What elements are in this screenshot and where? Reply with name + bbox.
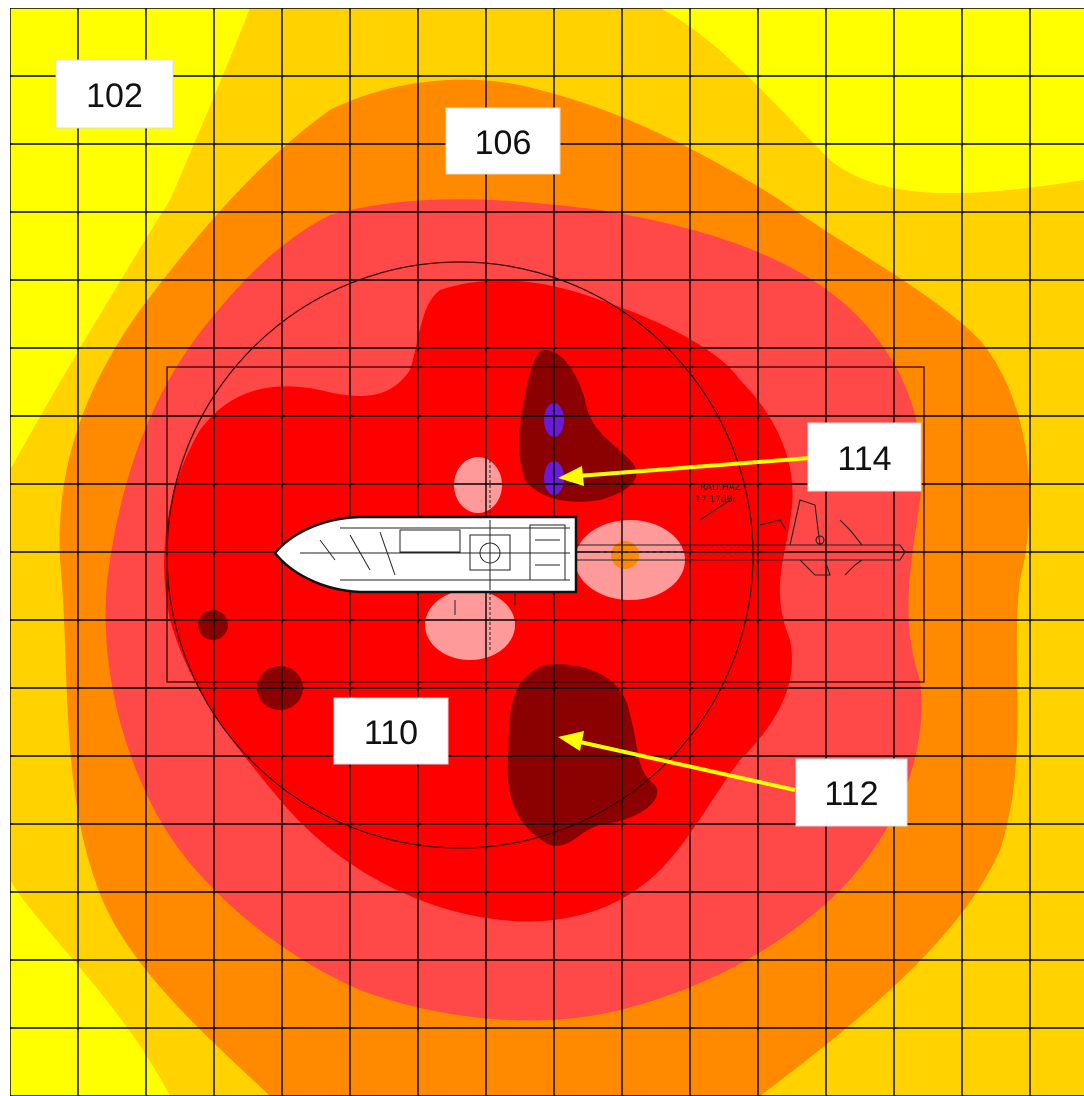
- vessel-label-line2: 17.17dBi: [695, 495, 735, 505]
- callout-112-label: 112: [824, 775, 878, 813]
- aircraft-outline-icon: [575, 499, 906, 576]
- ship-outline-icon: [273, 460, 578, 650]
- zone-light-pink-top: [454, 457, 502, 513]
- zone-orange-dot: [611, 541, 639, 569]
- callout-106-label: 106: [475, 124, 532, 162]
- zone-peak-left-small: [198, 610, 228, 640]
- vessel-label-line1: RAD.HAZ: [700, 483, 741, 493]
- callout-114: 114: [807, 422, 922, 492]
- callout-102-label: 102: [86, 77, 143, 115]
- arrow-112-head: [558, 731, 584, 751]
- callout-110-label: 110: [364, 714, 418, 752]
- arrow-114-line: [577, 456, 811, 478]
- callout-114-label: 114: [837, 440, 891, 478]
- arrow-112-line: [579, 740, 796, 792]
- callout-110: 110: [333, 697, 449, 765]
- zone-light-pink-bottom: [425, 590, 515, 660]
- range-rectangle: [166, 366, 925, 683]
- arrow-114-head: [558, 466, 584, 486]
- callout-106: 106: [445, 107, 561, 175]
- callout-112: 112: [795, 758, 908, 827]
- callout-102: 102: [55, 59, 174, 129]
- arrow-icon: [558, 456, 811, 792]
